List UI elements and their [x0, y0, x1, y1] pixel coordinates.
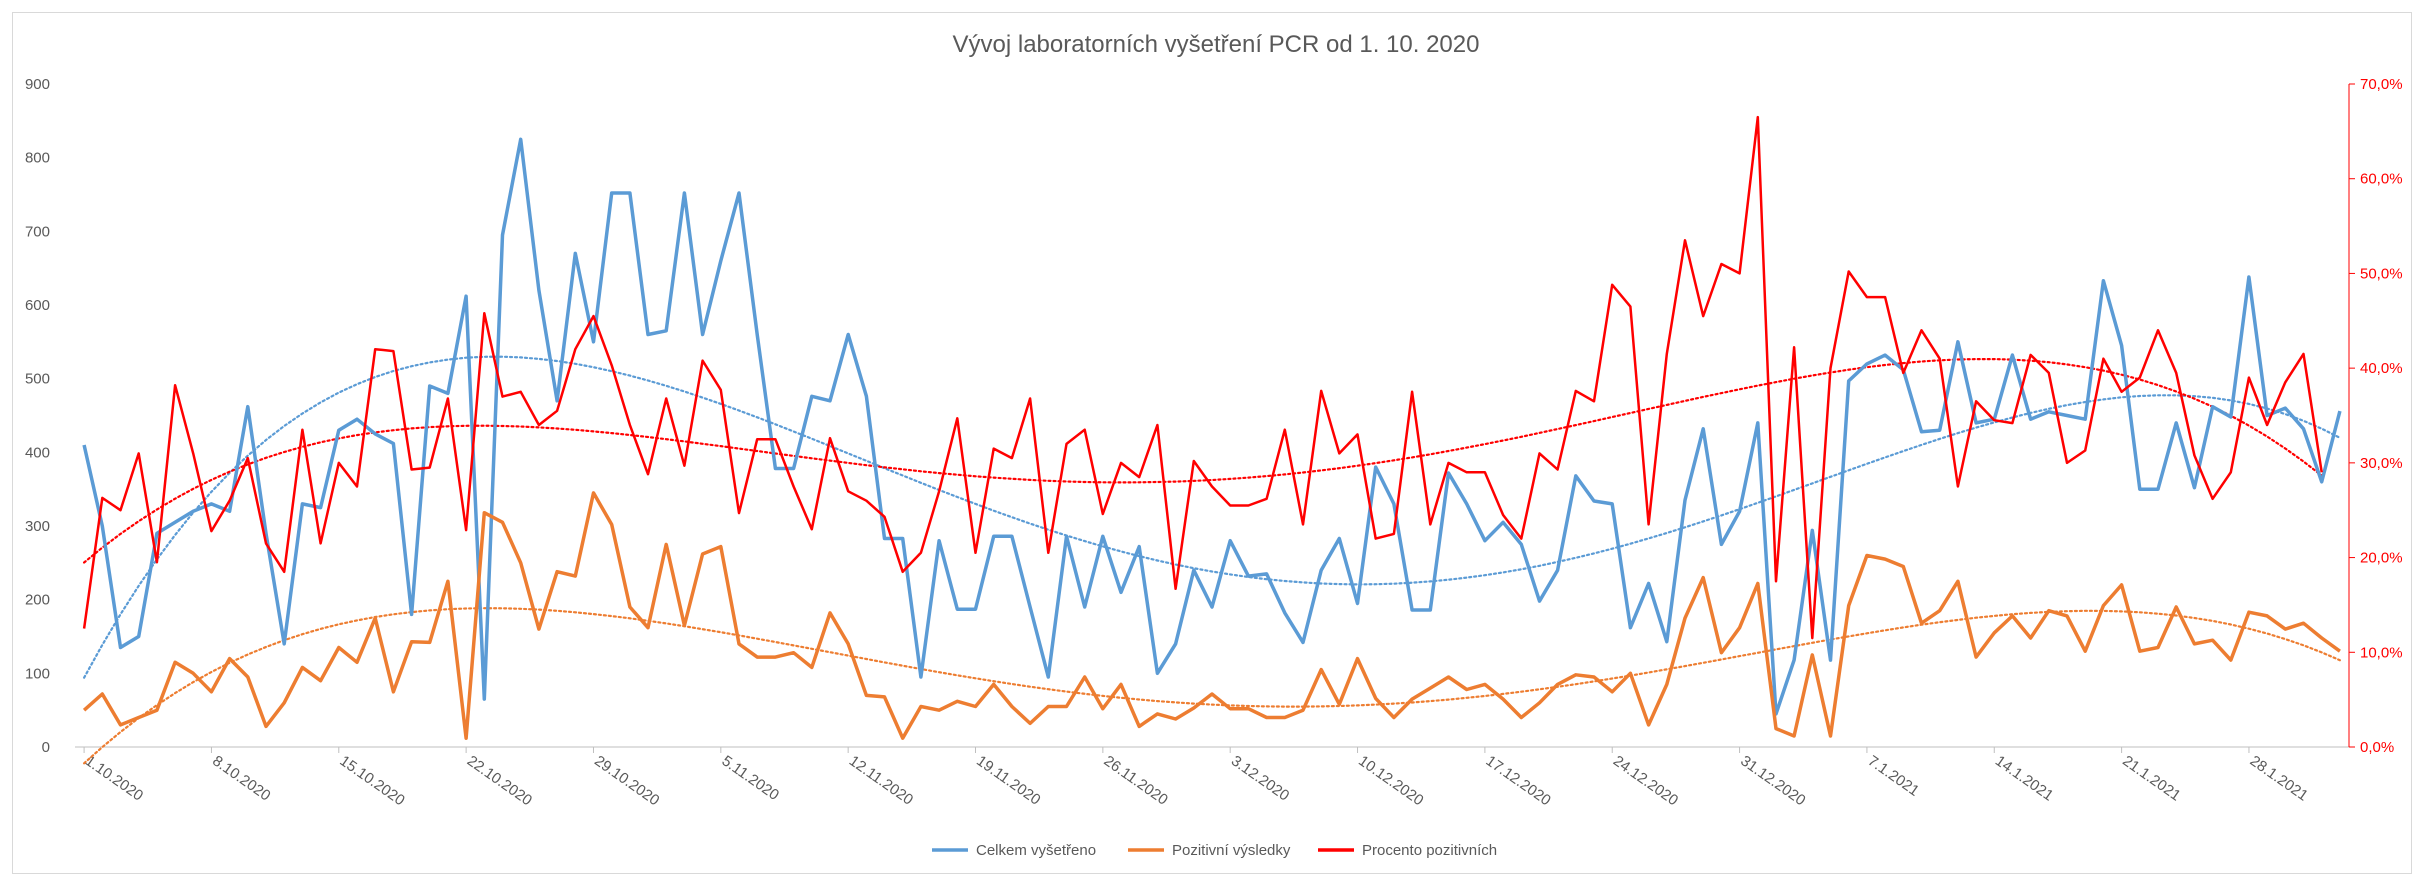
x-tick-label: 29.10.2020 — [591, 752, 662, 809]
y-left-tick-label: 500 — [25, 371, 50, 388]
series-line-2 — [82, 115, 2323, 640]
y-left-tick-label: 400 — [25, 444, 50, 461]
y-right-tick-label: 60,0% — [2360, 171, 2403, 188]
x-tick-label: 22.10.2020 — [464, 752, 535, 809]
x-tick-label: 7.1.2021 — [1865, 752, 1923, 799]
trendline-1 — [82, 607, 2341, 765]
chart-title: Vývoj laboratorních vyšetření PCR od 1. … — [953, 31, 1480, 58]
x-tick-label: 19.11.2020 — [973, 752, 1043, 808]
y-right-tick-label: 50,0% — [2360, 265, 2403, 282]
y-left-tick-label: 800 — [25, 150, 50, 167]
x-tick-label: 31.12.2020 — [1737, 752, 1808, 809]
y-left-tick-label: 700 — [25, 223, 50, 240]
y-right-tick-label: 10,0% — [2360, 644, 2403, 661]
x-tick-label: 17.12.2020 — [1483, 752, 1554, 809]
chart-frame — [12, 12, 2412, 874]
y-left-tick-label: 900 — [25, 76, 50, 93]
y-left-tick-label: 100 — [25, 665, 50, 682]
x-tick-label: 24.12.2020 — [1610, 752, 1681, 809]
trendline-0 — [82, 355, 2341, 679]
y-left-tick-label: 600 — [25, 297, 50, 314]
legend-label-0: Celkem vyšetřeno — [976, 842, 1096, 859]
x-tick-label: 12.11.2020 — [846, 752, 916, 808]
y-right-tick-label: 0,0% — [2360, 739, 2394, 756]
y-right-tick-label: 30,0% — [2360, 455, 2403, 472]
x-tick-label: 1.10.2020 — [82, 752, 146, 804]
x-tick-label: 28.1.2021 — [2247, 752, 2311, 804]
y-left-tick-label: 300 — [25, 518, 50, 535]
x-tick-label: 10.12.2020 — [1355, 752, 1426, 809]
x-tick-label: 5.11.2020 — [719, 752, 783, 804]
y-left-tick-label: 200 — [25, 592, 50, 609]
x-tick-label: 14.1.2021 — [1992, 752, 2056, 804]
series-line-1 — [82, 491, 2341, 740]
x-tick-label: 3.12.2020 — [1228, 752, 1292, 804]
y-left-tick-label: 0 — [42, 739, 50, 756]
chart-axes: 0 100 200 300 400 500 600 700 800 900 0,0% 10,0% 20,… — [25, 76, 2403, 809]
chart-series — [82, 115, 2342, 740]
chart-legend: Celkem vyšetřeno Pozitivní výsledky Procen… — [932, 842, 1497, 859]
chart-trendlines — [82, 355, 2341, 765]
trendline-2 — [82, 358, 2323, 564]
y-right-tick-label: 40,0% — [2360, 360, 2403, 377]
x-tick-label: 21.1.2021 — [2119, 752, 2183, 804]
y-right-tick-label: 20,0% — [2360, 550, 2403, 567]
series-line-0 — [82, 137, 2342, 716]
x-tick-label: 26.11.2020 — [1101, 752, 1171, 808]
legend-label-2: Procento pozitivních — [1362, 842, 1497, 859]
y-right-tick-label: 70,0% — [2360, 76, 2403, 93]
x-tick-label: 8.10.2020 — [209, 752, 273, 804]
x-tick-label: 15.10.2020 — [336, 752, 407, 809]
legend-label-1: Pozitivní výsledky — [1172, 842, 1291, 859]
